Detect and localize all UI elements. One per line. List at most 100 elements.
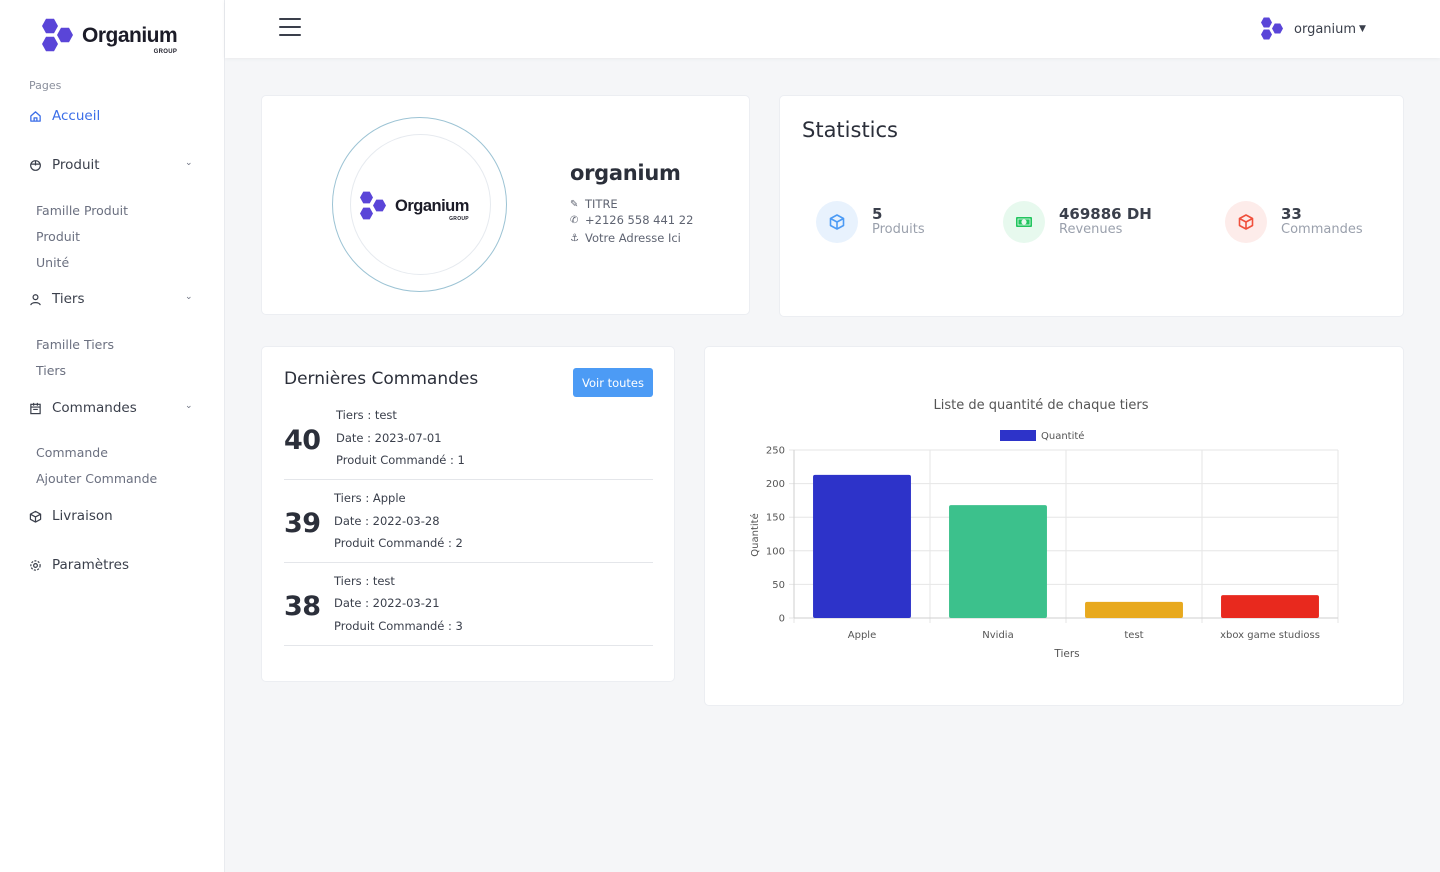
bar-apple	[813, 474, 911, 618]
stat-produits: 5 Produits	[816, 201, 925, 243]
order-number: 40	[284, 425, 321, 456]
package-icon	[28, 509, 42, 523]
location-icon: ⚓	[570, 232, 579, 244]
sidebar: Organium GROUP Pages Accueil Produit ⌄ F…	[0, 0, 225, 872]
profile-phone: +2126 558 441 22	[585, 213, 694, 227]
sidebar-subitem-produit[interactable]: Produit	[36, 229, 81, 244]
legend-label: Quantité	[1041, 430, 1084, 442]
order-number: 39	[284, 508, 321, 539]
stat-revenues: 469886 DH Revenues	[1003, 201, 1152, 243]
home-icon	[28, 109, 42, 123]
sidebar-item-label: Accueil	[52, 108, 101, 124]
brand-logo[interactable]: Organium GROUP	[40, 18, 178, 55]
order-products: Produit Commandé : 2	[334, 536, 463, 550]
money-icon	[1003, 201, 1045, 243]
order-item[interactable]: 38 Tiers : test Date : 2022-03-21 Produi…	[284, 563, 653, 646]
order-date: Date : 2022-03-28	[334, 514, 440, 528]
statistics-card: Statistics 5 Produits 469886 DH Revenues…	[779, 95, 1404, 317]
stat-commandes: 33 Commandes	[1225, 201, 1363, 243]
brand-name: Organium	[395, 196, 469, 215]
stat-label: Commandes	[1281, 222, 1363, 237]
y-axis-label: Quantité	[749, 513, 761, 556]
x-tick-label: Apple	[848, 630, 876, 641]
menu-icon[interactable]	[279, 18, 301, 36]
x-axis-label: Tiers	[1053, 648, 1079, 660]
user-menu[interactable]: organium ▼	[1260, 17, 1366, 41]
cube-icon	[1225, 201, 1267, 243]
order-products: Produit Commandé : 3	[334, 619, 463, 633]
sidebar-subitem-commande[interactable]: Commande	[36, 445, 108, 460]
order-products: Produit Commandé : 1	[336, 453, 465, 467]
order-date: Date : 2022-03-21	[334, 596, 440, 610]
x-tick-label: test	[1124, 630, 1143, 641]
y-tick-label: 150	[766, 513, 785, 524]
pencil-icon: ✎	[570, 198, 579, 210]
profile-title-line: ✎ TITRE	[570, 197, 618, 211]
user-avatar-icon	[1260, 17, 1284, 41]
x-tick-label: Nvidia	[982, 630, 1013, 641]
chevron-down-icon: ▼	[1359, 24, 1366, 34]
box-outline-icon	[28, 158, 42, 172]
bar-nvidia	[949, 505, 1047, 618]
sidebar-item-parametres[interactable]: Paramètres	[28, 557, 129, 573]
profile-address-line: ⚓ Votre Adresse Ici	[570, 231, 681, 245]
pages-section-label: Pages	[29, 79, 62, 92]
calendar-icon	[28, 401, 42, 415]
chart-bars	[813, 474, 1319, 618]
chart-card: Liste de quantité de chaque tiers Quanti…	[704, 346, 1404, 706]
y-tick-label: 250	[766, 446, 785, 457]
profile-logo-ring	[332, 117, 507, 292]
sidebar-item-label: Paramètres	[52, 557, 129, 573]
legend-swatch	[1000, 430, 1036, 441]
profile-card: Organium GROUP organium ✎ TITRE ✆ +2126 …	[261, 95, 750, 315]
topbar: organium ▼	[225, 0, 1440, 58]
order-tiers: Tiers : test	[334, 574, 395, 588]
order-tiers: Tiers : test	[336, 408, 397, 422]
chart-title: Liste de quantité de chaque tiers	[933, 398, 1148, 413]
y-tick-label: 200	[766, 479, 785, 490]
brand-name: Organium	[82, 24, 178, 47]
y-tick-label: 50	[772, 580, 785, 591]
stat-value: 469886 DH	[1059, 205, 1152, 223]
recent-orders-card: Dernières Commandes Voir toutes 40 Tiers…	[261, 346, 675, 682]
stat-label: Revenues	[1059, 222, 1123, 237]
phone-icon: ✆	[570, 214, 579, 226]
user-name: organium	[1294, 21, 1357, 37]
brand-sub: GROUP	[449, 215, 469, 222]
order-item[interactable]: 40 Tiers : test Date : 2023-07-01 Produi…	[284, 397, 653, 480]
chevron-down-icon[interactable]: ⌄	[185, 292, 193, 302]
bar-xbox-game-studioss	[1221, 595, 1319, 618]
sidebar-subitem-famille-produit[interactable]: Famille Produit	[36, 203, 129, 218]
sidebar-item-produit[interactable]: Produit	[28, 157, 100, 173]
profile-phone-line: ✆ +2126 558 441 22	[570, 213, 693, 227]
sidebar-item-label: Tiers	[52, 291, 85, 307]
sidebar-item-livraison[interactable]: Livraison	[28, 508, 113, 524]
sidebar-subitem-tiers[interactable]: Tiers	[36, 363, 67, 378]
sidebar-item-accueil[interactable]: Accueil	[28, 108, 100, 124]
chevron-down-icon[interactable]: ⌄	[185, 401, 193, 411]
recent-orders-title: Dernières Commandes	[284, 369, 479, 389]
user-icon	[28, 292, 42, 306]
order-date: Date : 2023-07-01	[336, 431, 442, 445]
sidebar-item-label: Commandes	[52, 400, 137, 416]
statistics-title: Statistics	[802, 118, 898, 142]
order-item[interactable]: 39 Tiers : Apple Date : 2022-03-28 Produ…	[284, 480, 653, 563]
x-tick-label: xbox game studioss	[1220, 630, 1320, 641]
chevron-down-icon[interactable]: ⌄	[185, 158, 193, 168]
sidebar-item-commandes[interactable]: Commandes	[28, 400, 137, 416]
profile-logo: Organium GROUP	[359, 191, 469, 222]
gear-icon	[28, 558, 42, 572]
view-all-button[interactable]: Voir toutes	[573, 368, 653, 397]
sidebar-subitem-famille-tiers[interactable]: Famille Tiers	[36, 337, 115, 352]
sidebar-subitem-unite[interactable]: Unité	[36, 255, 70, 270]
brand-sub: GROUP	[153, 49, 178, 55]
stat-label: Produits	[872, 222, 925, 237]
order-number: 38	[284, 591, 321, 622]
sidebar-item-tiers[interactable]: Tiers	[28, 291, 84, 307]
hexagon-logo-icon	[359, 191, 389, 221]
sidebar-item-label: Produit	[52, 157, 100, 173]
sidebar-subitem-ajouter-commande[interactable]: Ajouter Commande	[36, 471, 158, 486]
sidebar-item-label: Livraison	[52, 508, 113, 524]
quantity-bar-chart: Liste de quantité de chaque tiers Quanti…	[749, 398, 1339, 660]
box-icon	[816, 201, 858, 243]
